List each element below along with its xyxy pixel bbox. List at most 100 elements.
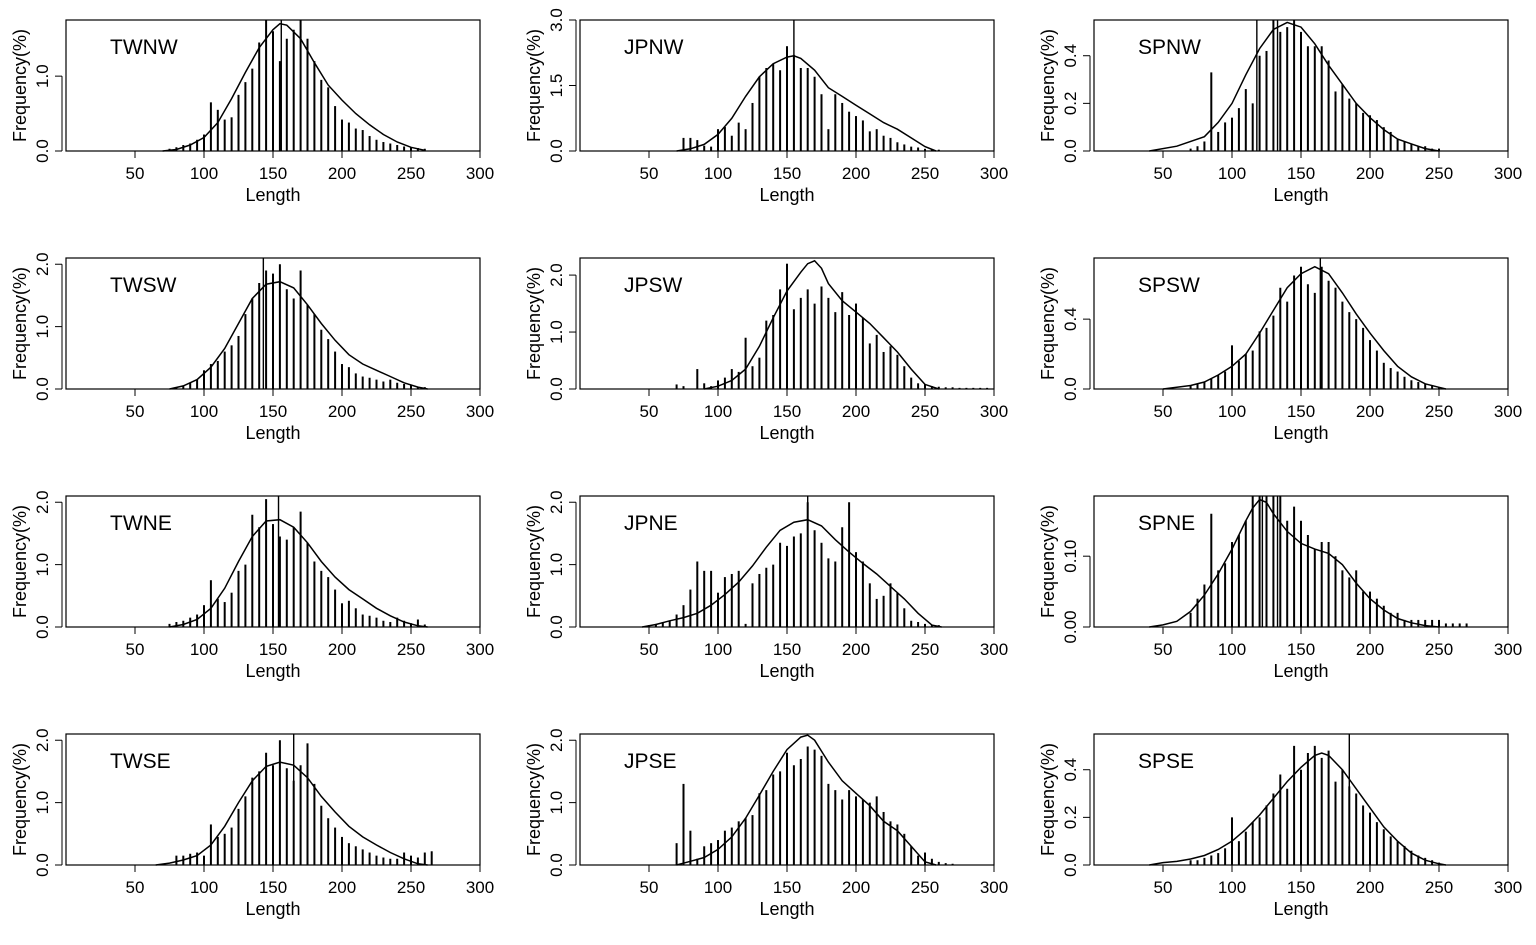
x-axis-label: Length (245, 185, 300, 205)
density-line (1149, 21, 1440, 152)
x-tick-label: 250 (397, 164, 425, 183)
y-tick-label: 1.0 (547, 791, 566, 815)
y-axis-label: Frequency(%) (1038, 29, 1058, 142)
density-line (676, 734, 937, 866)
x-tick-label: 300 (1494, 878, 1522, 897)
panel-label: SPSW (1138, 274, 1200, 297)
x-axis-label: Length (759, 423, 814, 443)
x-axis-label: Length (1273, 423, 1328, 443)
chart-panel-spne: SPNE 50 100 150 200 250 300 Length 0.00 0.10Frequ… (1038, 495, 1522, 681)
y-axis-label: Frequency(%) (10, 743, 30, 856)
chart-panel-twne: TWNE 50 100 150 200 250 300 Length 0.0 1.0 2.0Freq… (10, 490, 494, 681)
x-tick-label: 200 (328, 164, 356, 183)
chart-panel-spsw: SPSW 50 100 150 200 250 300 Length 0.0 0.4Frequen… (1038, 257, 1522, 443)
x-tick-label: 150 (1287, 402, 1315, 421)
x-tick-label: 200 (328, 878, 356, 897)
x-tick-label: 300 (466, 402, 494, 421)
y-tick-label: 2.0 (33, 490, 52, 514)
x-axis-label: Length (245, 899, 300, 919)
x-tick-label: 150 (1287, 640, 1315, 659)
x-axis-label: Length (759, 185, 814, 205)
chart-panel-twsw: TWSW 50 100 150 200 250 300 Length 0.0 1.0 2.0Freq… (10, 252, 494, 443)
density-line (1149, 498, 1440, 628)
y-tick-label: 1.0 (33, 315, 52, 339)
panel-label: JPNW (624, 36, 684, 59)
density-line (1162, 265, 1447, 390)
x-tick-label: 300 (980, 878, 1008, 897)
panel-label: TWSW (110, 274, 177, 297)
y-tick-label: 2.0 (547, 728, 566, 752)
x-tick-label: 100 (1218, 164, 1246, 183)
x-axis-label: Length (245, 661, 300, 681)
y-tick-label: 1.0 (33, 64, 52, 88)
x-tick-label: 250 (397, 402, 425, 421)
x-tick-label: 250 (397, 878, 425, 897)
y-tick-label: 0.0 (33, 139, 52, 163)
chart-panel-jpsw: JPSW 50 100 150 200 250 300 Length 0.0 1.0 2.0Freq… (524, 257, 1008, 443)
x-tick-label: 200 (1356, 164, 1384, 183)
y-axis-label: Frequency(%) (524, 267, 544, 380)
y-tick-label: 0.0 (33, 615, 52, 639)
x-tick-label: 250 (1425, 878, 1453, 897)
x-tick-label: 200 (1356, 878, 1384, 897)
x-tick-label: 200 (842, 640, 870, 659)
chart-panel-twnw: TWNW 50 100 150 200 250 300 Length 0.0 1.0Frequen… (10, 19, 494, 205)
density-line (155, 761, 428, 866)
x-tick-label: 100 (1218, 878, 1246, 897)
x-tick-label: 50 (640, 640, 659, 659)
y-tick-label: 1.5 (547, 74, 566, 98)
x-tick-label: 300 (1494, 402, 1522, 421)
panel-label: TWNW (110, 36, 178, 59)
x-tick-label: 300 (1494, 164, 1522, 183)
x-tick-label: 250 (1425, 640, 1453, 659)
x-tick-label: 300 (980, 402, 1008, 421)
panel-label: TWSE (110, 750, 171, 773)
x-tick-label: 300 (466, 878, 494, 897)
y-axis-label: Frequency(%) (1038, 505, 1058, 618)
y-tick-label: 1.0 (33, 553, 52, 577)
x-tick-label: 150 (773, 878, 801, 897)
y-tick-label: 2.0 (33, 728, 52, 752)
x-axis-label: Length (759, 899, 814, 919)
x-tick-label: 100 (1218, 402, 1246, 421)
x-tick-label: 50 (640, 878, 659, 897)
density-line (1149, 752, 1447, 866)
y-tick-label: 2.0 (33, 252, 52, 276)
chart-panel-spnw: SPNW 50 100 150 200 250 300 Length 0.0 0.2 0.4Freq… (1038, 19, 1522, 205)
y-tick-label: 3.0 (547, 8, 566, 32)
panel-label: JPSW (624, 274, 683, 297)
y-tick-label: 0.2 (1061, 92, 1080, 116)
density-line (641, 518, 942, 628)
x-tick-label: 200 (1356, 402, 1384, 421)
y-tick-label: 0.4 (1061, 758, 1080, 782)
y-tick-label: 0.0 (1061, 853, 1080, 877)
x-tick-label: 150 (1287, 164, 1315, 183)
density-line (704, 259, 940, 390)
panel-label: SPSE (1138, 750, 1194, 773)
y-tick-label: 0.0 (547, 139, 566, 163)
y-axis-label: Frequency(%) (1038, 743, 1058, 856)
density-line (169, 280, 428, 390)
x-tick-label: 50 (640, 402, 659, 421)
y-tick-label: 0.2 (1061, 806, 1080, 830)
x-tick-label: 200 (328, 640, 356, 659)
x-tick-label: 200 (842, 878, 870, 897)
y-tick-label: 0.00 (1061, 610, 1080, 643)
x-tick-label: 150 (259, 402, 287, 421)
y-tick-label: 0.4 (1061, 44, 1080, 68)
x-tick-label: 100 (704, 402, 732, 421)
y-tick-label: 0.4 (1061, 307, 1080, 331)
x-axis-label: Length (1273, 661, 1328, 681)
y-tick-label: 1.0 (547, 320, 566, 344)
x-tick-label: 300 (466, 640, 494, 659)
x-tick-label: 250 (911, 640, 939, 659)
x-axis-label: Length (759, 661, 814, 681)
panel-label: JPNE (624, 512, 678, 535)
y-axis-label: Frequency(%) (1038, 267, 1058, 380)
chart-panel-twse: TWSE 50 100 150 200 250 300 Length 0.0 1.0 2.0Freq… (10, 728, 494, 919)
y-tick-label: 0.0 (547, 377, 566, 401)
panel-label: SPNW (1138, 36, 1201, 59)
chart-panel-jpse: JPSE 50 100 150 200 250 300 Length 0.0 1.0 2.0Freq… (524, 728, 1008, 919)
y-axis-label: Frequency(%) (524, 743, 544, 856)
